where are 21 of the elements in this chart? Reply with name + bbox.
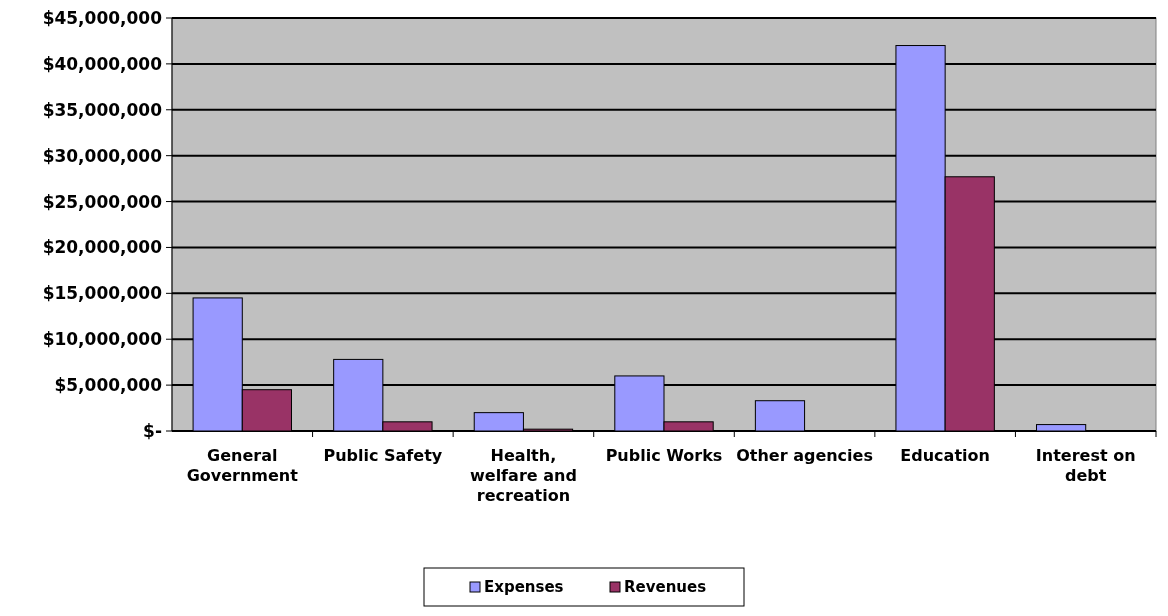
- y-tick-label: $25,000,000: [42, 191, 163, 212]
- y-tick-label: $35,000,000: [42, 99, 163, 120]
- x-tick-label: Other agencies: [736, 446, 873, 465]
- legend-label: Expenses: [484, 578, 564, 597]
- x-tick-label: Public Safety: [323, 446, 443, 465]
- x-tick-label: Interest on debt: [1035, 446, 1136, 485]
- bar: [754, 400, 806, 432]
- legend-label: Revenues: [624, 578, 707, 597]
- x-tick-label: General Government: [186, 446, 299, 485]
- y-tick-label: $40,000,000: [42, 53, 163, 74]
- bar: [1036, 424, 1087, 432]
- x-tick-label: Health, welfare and recreation: [470, 446, 577, 505]
- y-tick-label: $15,000,000: [42, 283, 163, 304]
- y-tick-label: $-: [143, 420, 162, 441]
- y-tick-label: $45,000,000: [42, 7, 163, 28]
- y-tick-label: $30,000,000: [42, 145, 163, 166]
- x-tick-label: Education: [900, 446, 990, 465]
- x-tick-label: Public Works: [605, 446, 723, 465]
- y-tick-label: $5,000,000: [54, 375, 163, 396]
- y-tick-label: $20,000,000: [42, 237, 163, 258]
- y-tick-label: $10,000,000: [42, 329, 163, 350]
